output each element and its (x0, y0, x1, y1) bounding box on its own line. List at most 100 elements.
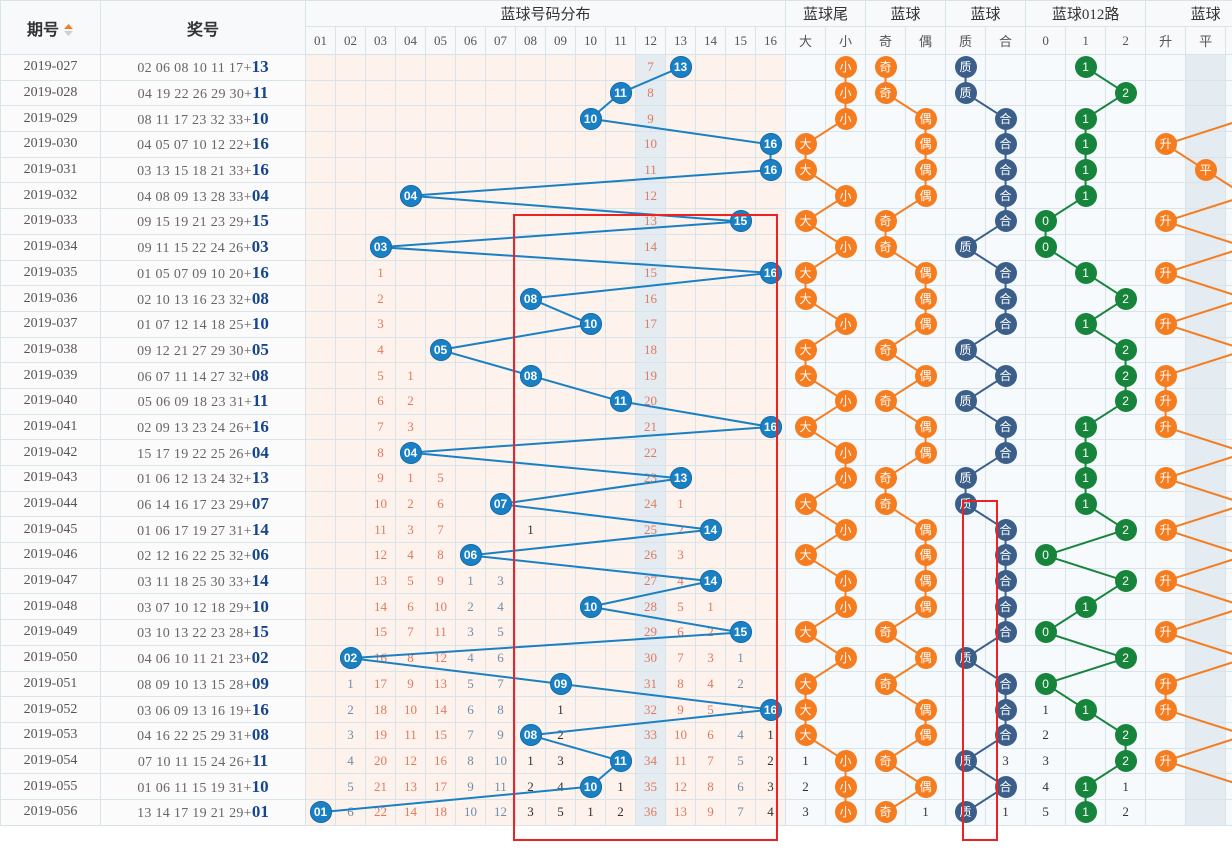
ball-cell-01[interactable] (305, 336, 336, 364)
ball-cell-12[interactable]: 9 (635, 105, 666, 133)
stat-cell-降[interactable]: 降 (1225, 105, 1232, 133)
ball-cell-07[interactable] (485, 233, 516, 261)
ball-cell-10[interactable] (575, 54, 606, 81)
ball-cell-14[interactable] (695, 79, 726, 107)
ball-marker[interactable]: 10 (579, 775, 602, 798)
ball-cell-12[interactable]: 12 (635, 182, 666, 210)
stat-cell-偶[interactable] (905, 747, 947, 775)
ball-cell-10[interactable] (575, 721, 606, 749)
ball-col-04[interactable]: 04 (395, 26, 426, 55)
ball-cell-08[interactable] (515, 567, 546, 595)
stat-cell-0[interactable]: 0 (1025, 208, 1067, 235)
table-row[interactable]: 2019-053 04 16 22 25 29 31+08 3 19 11 15 7 9 08 2… (0, 721, 1232, 749)
row-period[interactable]: 2019-044 (0, 490, 101, 518)
stat-cell-降[interactable]: 降 (1225, 233, 1232, 261)
ball-cell-08[interactable]: 08 (515, 285, 546, 312)
stat-cell-1[interactable]: 1 (1065, 105, 1107, 133)
stat-cell-偶[interactable]: 偶 (905, 105, 947, 133)
stat-cell-偶[interactable] (905, 79, 947, 107)
ball-cell-12[interactable]: 23 (635, 465, 666, 492)
ball-cell-11[interactable] (605, 54, 636, 81)
ball-cell-07[interactable] (485, 105, 516, 133)
stat-marker-升[interactable]: 升 (1154, 313, 1177, 336)
stat-marker-合[interactable]: 合 (994, 415, 1017, 438)
stat-cell-偶[interactable]: 偶 (905, 182, 947, 210)
ball-marker[interactable]: 01 (309, 801, 332, 824)
ball-cell-08[interactable] (515, 233, 546, 261)
stat-cell-大[interactable]: 大 (785, 362, 827, 389)
stat-cell-2[interactable] (1105, 670, 1147, 698)
ball-cell-07[interactable] (485, 79, 516, 107)
ball-cell-14[interactable]: 14 (695, 567, 726, 595)
stat-cell-合[interactable]: 合 (985, 696, 1027, 723)
stat-cell-降[interactable]: 9 (1225, 387, 1232, 415)
stat-col-7[interactable]: 1 (1065, 26, 1107, 55)
ball-cell-12[interactable]: 20 (635, 387, 666, 415)
ball-cell-08[interactable] (515, 644, 546, 672)
stat-marker-小[interactable]: 小 (834, 801, 857, 824)
stat-cell-1[interactable]: 1 (1065, 490, 1107, 518)
ball-cell-03[interactable]: 1 (365, 259, 396, 287)
ball-cell-02[interactable] (335, 79, 366, 107)
ball-col-02[interactable]: 02 (335, 26, 366, 55)
ball-cell-01[interactable]: 01 (305, 798, 336, 826)
ball-cell-03[interactable] (365, 208, 396, 235)
stat-cell-偶[interactable]: 偶 (905, 696, 947, 723)
ball-cell-05[interactable]: 18 (425, 798, 456, 826)
ball-cell-02[interactable]: 3 (335, 721, 366, 749)
ball-cell-15[interactable] (725, 156, 756, 184)
ball-cell-08[interactable] (515, 490, 546, 518)
stat-cell-0[interactable] (1025, 79, 1067, 107)
ball-cell-02[interactable] (335, 336, 366, 364)
stat-cell-降[interactable]: 14 (1225, 516, 1232, 544)
stat-marker-大[interactable]: 大 (794, 159, 817, 182)
ball-cell-13[interactable]: 13 (665, 798, 696, 826)
ball-cell-03[interactable] (365, 131, 396, 158)
stat-marker-2[interactable]: 2 (1114, 724, 1137, 747)
row-period[interactable]: 2019-045 (0, 516, 101, 544)
stat-marker-偶[interactable]: 偶 (914, 313, 937, 336)
ball-cell-14[interactable]: 5 (695, 696, 726, 723)
stat-cell-降[interactable] (1225, 156, 1232, 184)
stat-marker-小[interactable]: 小 (834, 236, 857, 259)
ball-cell-11[interactable] (605, 516, 636, 544)
stat-cell-小[interactable] (825, 696, 867, 723)
ball-cell-13[interactable]: 4 (665, 567, 696, 595)
stat-marker-大[interactable]: 大 (794, 415, 817, 438)
ball-cell-13[interactable]: 10 (665, 721, 696, 749)
table-row[interactable]: 2019-056 13 14 17 19 21 29+01 01 6 22 14 18 10 1… (0, 798, 1232, 826)
ball-cell-14[interactable] (695, 387, 726, 415)
stat-cell-小[interactable] (825, 362, 867, 389)
stat-cell-合[interactable] (985, 79, 1027, 107)
row-period[interactable]: 2019-032 (0, 182, 101, 210)
stat-cell-升[interactable] (1145, 798, 1187, 826)
ball-cell-15[interactable] (725, 105, 756, 133)
stat-cell-奇[interactable]: 奇 (865, 747, 907, 775)
stat-cell-小[interactable] (825, 490, 867, 518)
stat-marker-升[interactable]: 升 (1154, 261, 1177, 284)
stat-cell-平[interactable] (1185, 259, 1227, 287)
stat-marker-1[interactable]: 1 (1074, 184, 1097, 207)
ball-cell-06[interactable] (455, 336, 486, 364)
ball-cell-06[interactable] (455, 233, 486, 261)
stat-marker-升[interactable]: 升 (1154, 133, 1177, 156)
ball-cell-03[interactable]: 7 (365, 413, 396, 441)
ball-cell-08[interactable] (515, 465, 546, 492)
stat-marker-1[interactable]: 1 (1074, 441, 1097, 464)
stat-cell-平[interactable] (1185, 773, 1227, 800)
stat-cell-小[interactable] (825, 259, 867, 287)
ball-cell-04[interactable]: 3 (395, 413, 426, 441)
stat-cell-合[interactable]: 合 (985, 182, 1027, 210)
stat-marker-小[interactable]: 小 (834, 390, 857, 413)
ball-cell-02[interactable] (335, 54, 366, 81)
stat-cell-合[interactable]: 1 (985, 798, 1027, 826)
ball-cell-10[interactable] (575, 362, 606, 389)
ball-cell-01[interactable] (305, 593, 336, 621)
stat-cell-奇[interactable] (865, 362, 907, 389)
stat-marker-偶[interactable]: 偶 (914, 518, 937, 541)
ball-cell-05[interactable]: 8 (425, 542, 456, 569)
ball-cell-14[interactable] (695, 490, 726, 518)
ball-cell-09[interactable] (545, 542, 576, 569)
stat-cell-0[interactable] (1025, 593, 1067, 621)
ball-col-13[interactable]: 13 (665, 26, 696, 55)
